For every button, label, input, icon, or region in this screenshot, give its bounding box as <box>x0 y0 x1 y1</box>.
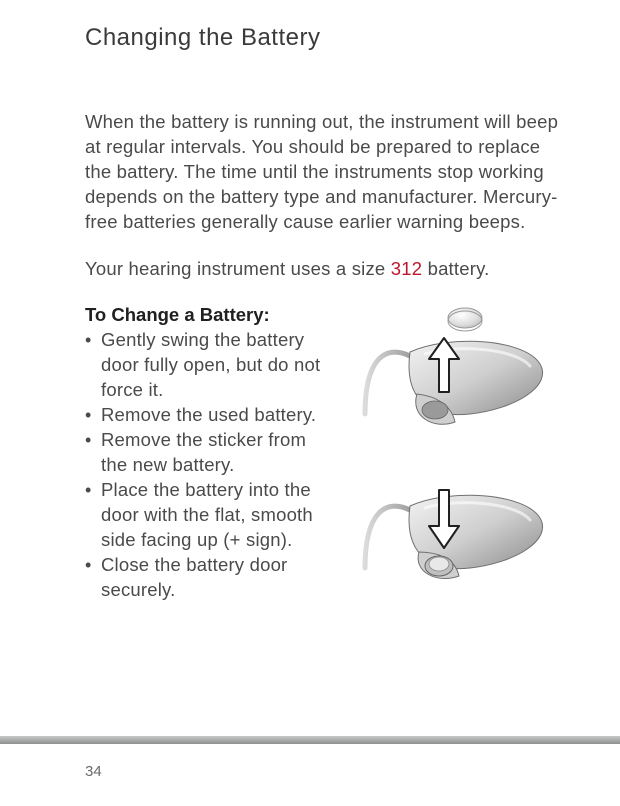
list-item: Place the battery into the door with the… <box>85 478 332 553</box>
page-number: 34 <box>85 763 102 780</box>
hearing-aid-open-illustration <box>355 304 555 434</box>
battery-size-paragraph: Your hearing instrument uses a size 312 … <box>85 257 560 282</box>
steps-column: To Change a Battery: Gently swing the ba… <box>85 304 332 603</box>
footer-divider-bar <box>0 736 620 744</box>
list-item: Gently swing the battery door fully open… <box>85 328 332 403</box>
steps-heading: To Change a Battery: <box>85 304 332 326</box>
page: Changing the Battery When the battery is… <box>0 0 620 806</box>
para2-pre: Your hearing instrument uses a size <box>85 258 391 279</box>
list-item: Close the battery door securely. <box>85 553 332 603</box>
para2-post: battery. <box>422 258 489 279</box>
steps-list: Gently swing the battery door fully open… <box>85 328 332 603</box>
battery-size-number: 312 <box>391 258 422 279</box>
list-item: Remove the used battery. <box>85 403 332 428</box>
intro-paragraph: When the battery is running out, the ins… <box>85 110 560 235</box>
illustrations-column <box>350 304 560 603</box>
page-title: Changing the Battery <box>85 24 560 52</box>
list-item: Remove the sticker from the new battery. <box>85 428 332 478</box>
content-row: To Change a Battery: Gently swing the ba… <box>85 304 560 603</box>
hearing-aid-close-illustration <box>355 460 555 590</box>
